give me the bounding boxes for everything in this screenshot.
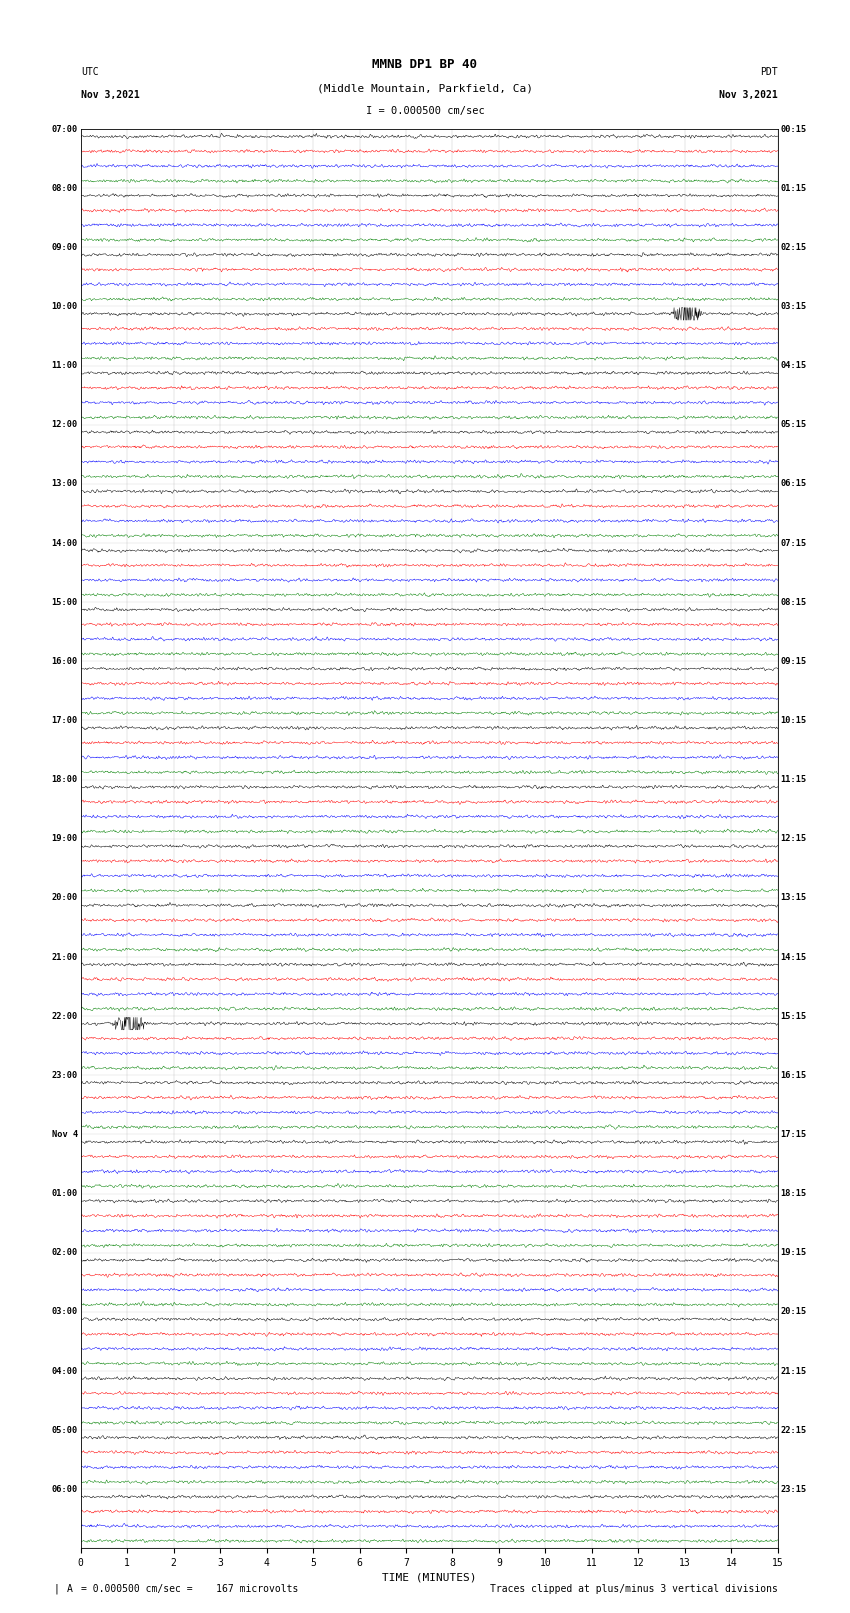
Text: 01:00: 01:00: [52, 1189, 78, 1198]
Text: I = 0.000500 cm/sec: I = 0.000500 cm/sec: [366, 106, 484, 116]
Text: Nov 3,2021: Nov 3,2021: [719, 90, 778, 100]
Text: UTC: UTC: [81, 68, 99, 77]
Text: 05:00: 05:00: [52, 1426, 78, 1434]
Text: 15:00: 15:00: [52, 598, 78, 606]
Text: 07:15: 07:15: [780, 539, 807, 547]
Text: 06:00: 06:00: [52, 1486, 78, 1494]
Text: 20:00: 20:00: [52, 894, 78, 902]
Text: 23:00: 23:00: [52, 1071, 78, 1079]
Text: 21:15: 21:15: [780, 1366, 807, 1376]
Text: 09:15: 09:15: [780, 656, 807, 666]
Text: 02:00: 02:00: [52, 1248, 78, 1257]
Text: 21:00: 21:00: [52, 953, 78, 961]
Text: 04:15: 04:15: [780, 361, 807, 369]
Text: 16:15: 16:15: [780, 1071, 807, 1079]
Text: 08:15: 08:15: [780, 598, 807, 606]
Text: 12:15: 12:15: [780, 834, 807, 844]
Text: 11:15: 11:15: [780, 776, 807, 784]
Text: 15:15: 15:15: [780, 1011, 807, 1021]
Text: 14:00: 14:00: [52, 539, 78, 547]
Text: 12:00: 12:00: [52, 421, 78, 429]
Text: 23:15: 23:15: [780, 1486, 807, 1494]
Text: Nov 4: Nov 4: [52, 1131, 78, 1139]
Text: Traces clipped at plus/minus 3 vertical divisions: Traces clipped at plus/minus 3 vertical …: [490, 1584, 778, 1594]
Text: 18:15: 18:15: [780, 1189, 807, 1198]
Text: 08:00: 08:00: [52, 184, 78, 192]
Text: 22:15: 22:15: [780, 1426, 807, 1434]
Text: 11:00: 11:00: [52, 361, 78, 369]
Text: 02:15: 02:15: [780, 244, 807, 252]
Text: 07:00: 07:00: [52, 124, 78, 134]
Text: 05:15: 05:15: [780, 421, 807, 429]
Text: |: |: [54, 1584, 60, 1595]
Text: 01:15: 01:15: [780, 184, 807, 192]
Text: 16:00: 16:00: [52, 656, 78, 666]
Text: 19:00: 19:00: [52, 834, 78, 844]
Text: A: A: [66, 1584, 72, 1594]
Text: 09:00: 09:00: [52, 244, 78, 252]
Text: 19:15: 19:15: [780, 1248, 807, 1257]
Text: 17:15: 17:15: [780, 1131, 807, 1139]
Text: 04:00: 04:00: [52, 1366, 78, 1376]
Text: 20:15: 20:15: [780, 1308, 807, 1316]
Text: Nov 3,2021: Nov 3,2021: [81, 90, 139, 100]
Text: 18:00: 18:00: [52, 776, 78, 784]
Text: 10:00: 10:00: [52, 302, 78, 311]
Text: 06:15: 06:15: [780, 479, 807, 489]
Text: 03:15: 03:15: [780, 302, 807, 311]
Text: 13:00: 13:00: [52, 479, 78, 489]
Text: 00:15: 00:15: [780, 124, 807, 134]
Text: 13:15: 13:15: [780, 894, 807, 902]
Text: 14:15: 14:15: [780, 953, 807, 961]
Text: PDT: PDT: [760, 68, 778, 77]
Text: 03:00: 03:00: [52, 1308, 78, 1316]
Text: = 0.000500 cm/sec =    167 microvolts: = 0.000500 cm/sec = 167 microvolts: [81, 1584, 298, 1594]
Text: (Middle Mountain, Parkfield, Ca): (Middle Mountain, Parkfield, Ca): [317, 84, 533, 94]
Text: 10:15: 10:15: [780, 716, 807, 724]
Text: 22:00: 22:00: [52, 1011, 78, 1021]
X-axis label: TIME (MINUTES): TIME (MINUTES): [382, 1573, 477, 1582]
Text: MMNB DP1 BP 40: MMNB DP1 BP 40: [372, 58, 478, 71]
Text: 17:00: 17:00: [52, 716, 78, 724]
